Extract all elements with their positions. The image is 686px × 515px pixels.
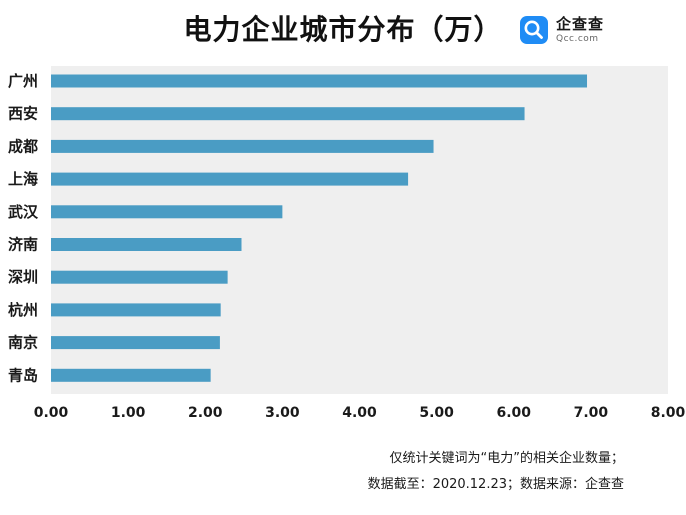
category-label: 西安 [8, 105, 38, 123]
chart-title: 电力企业城市分布（万） [183, 13, 503, 46]
x-tick-label: 1.00 [111, 405, 146, 421]
brand-logo: 企查查 Qcc.com [520, 14, 650, 46]
bar [51, 303, 221, 317]
x-tick-label: 7.00 [574, 405, 609, 421]
footnote-source: 数据截至：2020.12.23；数据来源：企查查 [367, 477, 624, 492]
x-tick-label: 8.00 [651, 405, 686, 421]
bar [51, 368, 211, 382]
bar [51, 172, 409, 186]
bar [51, 107, 525, 121]
category-label: 青岛 [8, 366, 38, 384]
bar [51, 270, 228, 284]
category-label: 上海 [8, 170, 38, 188]
brand-name: 企查查 [556, 14, 605, 33]
qcc-logo-icon [520, 16, 548, 44]
bar [51, 139, 434, 153]
x-tick-label: 3.00 [265, 405, 300, 421]
x-tick-label: 2.00 [188, 405, 223, 421]
x-tick-label: 0.00 [34, 405, 69, 421]
x-tick-label: 5.00 [419, 405, 454, 421]
category-label: 广州 [8, 72, 38, 90]
category-label: 济南 [8, 236, 38, 254]
category-label: 深圳 [8, 268, 38, 286]
bar [51, 74, 588, 88]
category-label: 武汉 [8, 203, 39, 221]
x-tick-label: 4.00 [342, 405, 377, 421]
x-tick-label: 6.00 [496, 405, 531, 421]
bar [51, 238, 242, 251]
category-label: 南京 [8, 334, 38, 352]
bar [51, 205, 283, 219]
category-label: 成都 [8, 137, 38, 155]
bar [51, 336, 220, 350]
category-label: 杭州 [8, 301, 38, 319]
brand-domain: Qcc.com [556, 33, 599, 44]
footnote-scope: 仅统计关键词为“电力”的相关企业数量； [389, 451, 624, 466]
